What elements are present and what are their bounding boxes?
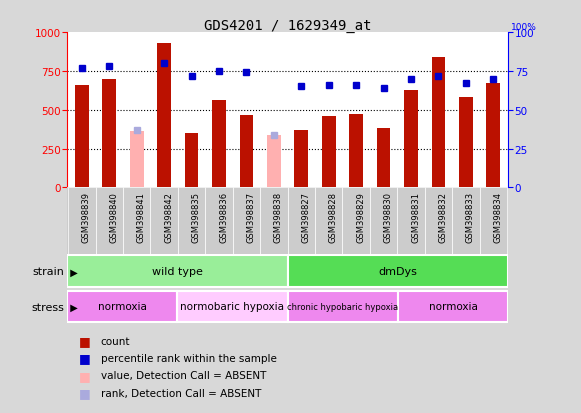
Bar [486, 84, 500, 188]
Bar [288, 188, 315, 254]
Bar [205, 188, 233, 254]
Text: ■: ■ [78, 386, 90, 399]
Bar [123, 188, 150, 254]
Text: rank, Detection Call = ABSENT: rank, Detection Call = ABSENT [101, 388, 261, 398]
Text: ■: ■ [78, 334, 90, 347]
Text: GSM398829: GSM398829 [356, 191, 365, 242]
Bar [130, 132, 144, 188]
Text: ▶: ▶ [64, 302, 78, 312]
Text: GSM398832: GSM398832 [439, 191, 447, 242]
Bar [349, 115, 363, 188]
Text: normobaric hypoxia: normobaric hypoxia [180, 301, 285, 312]
Text: 100%: 100% [511, 23, 537, 32]
Text: GSM398841: GSM398841 [137, 191, 146, 242]
Bar [267, 135, 281, 188]
Text: ■: ■ [78, 369, 90, 382]
Text: GSM398828: GSM398828 [329, 191, 338, 242]
Text: percentile rank within the sample: percentile rank within the sample [101, 353, 277, 363]
Bar [315, 188, 342, 254]
Text: GSM398838: GSM398838 [274, 191, 283, 242]
Bar [425, 188, 452, 254]
Text: ▶: ▶ [64, 267, 78, 277]
Text: GSM398839: GSM398839 [82, 191, 91, 242]
Text: GSM398831: GSM398831 [411, 191, 420, 242]
Bar [233, 188, 260, 254]
Text: GSM398840: GSM398840 [109, 191, 119, 242]
Text: value, Detection Call = ABSENT: value, Detection Call = ABSENT [101, 370, 266, 380]
Text: stress: stress [31, 302, 64, 312]
Bar [177, 291, 288, 323]
Bar [96, 188, 123, 254]
Text: normoxia: normoxia [98, 301, 146, 312]
Text: normoxia: normoxia [429, 301, 478, 312]
Text: wild type: wild type [152, 266, 203, 277]
Text: GSM398835: GSM398835 [192, 191, 200, 242]
Text: ■: ■ [78, 351, 90, 365]
Bar [75, 86, 89, 188]
Bar [68, 188, 96, 254]
Text: GSM398834: GSM398834 [493, 191, 503, 242]
Text: dmDys: dmDys [379, 266, 417, 277]
Bar [157, 44, 171, 188]
Bar [398, 291, 508, 323]
Bar [178, 188, 205, 254]
Text: GSM398837: GSM398837 [246, 191, 256, 242]
Bar [376, 129, 390, 188]
Bar [212, 101, 226, 188]
Bar [67, 291, 177, 323]
Bar [185, 134, 199, 188]
Bar [432, 58, 445, 188]
Bar [288, 291, 398, 323]
Bar [404, 90, 418, 188]
Text: count: count [101, 336, 130, 346]
Bar [397, 188, 425, 254]
Bar [295, 131, 308, 188]
Bar [479, 188, 507, 254]
Bar [342, 188, 370, 254]
Bar [150, 188, 178, 254]
Text: GSM398827: GSM398827 [302, 191, 310, 242]
Bar [370, 188, 397, 254]
Bar [260, 188, 288, 254]
Text: GSM398836: GSM398836 [219, 191, 228, 242]
Text: strain: strain [32, 267, 64, 277]
Text: GSM398833: GSM398833 [466, 191, 475, 242]
Bar [288, 256, 508, 287]
Bar [322, 116, 336, 188]
Bar [239, 116, 253, 188]
Bar [459, 98, 473, 188]
Text: GSM398830: GSM398830 [383, 191, 393, 242]
Text: chronic hypobaric hypoxia: chronic hypobaric hypoxia [287, 302, 399, 311]
Bar [102, 79, 116, 188]
Text: GSM398842: GSM398842 [164, 191, 173, 242]
Bar [67, 256, 288, 287]
Text: GDS4201 / 1629349_at: GDS4201 / 1629349_at [204, 19, 371, 33]
Bar [452, 188, 479, 254]
